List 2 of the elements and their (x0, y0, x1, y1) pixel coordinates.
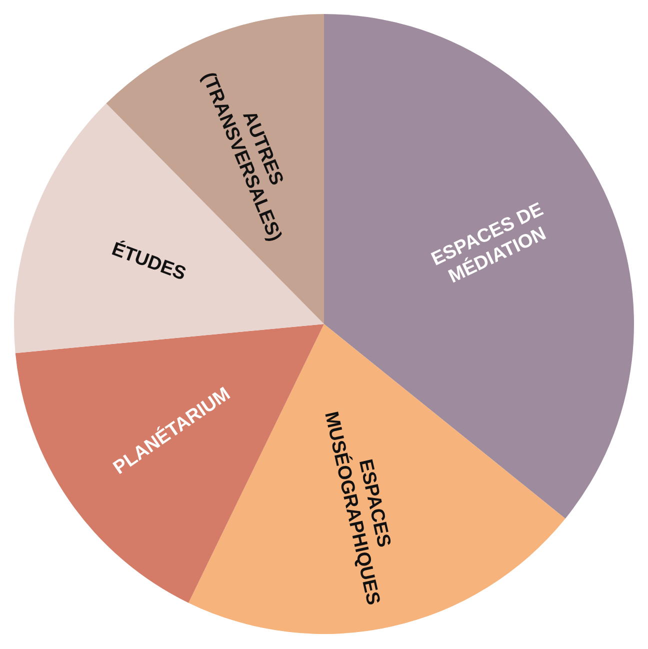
pie-slice (106, 14, 324, 324)
pie-slice (15, 324, 324, 603)
